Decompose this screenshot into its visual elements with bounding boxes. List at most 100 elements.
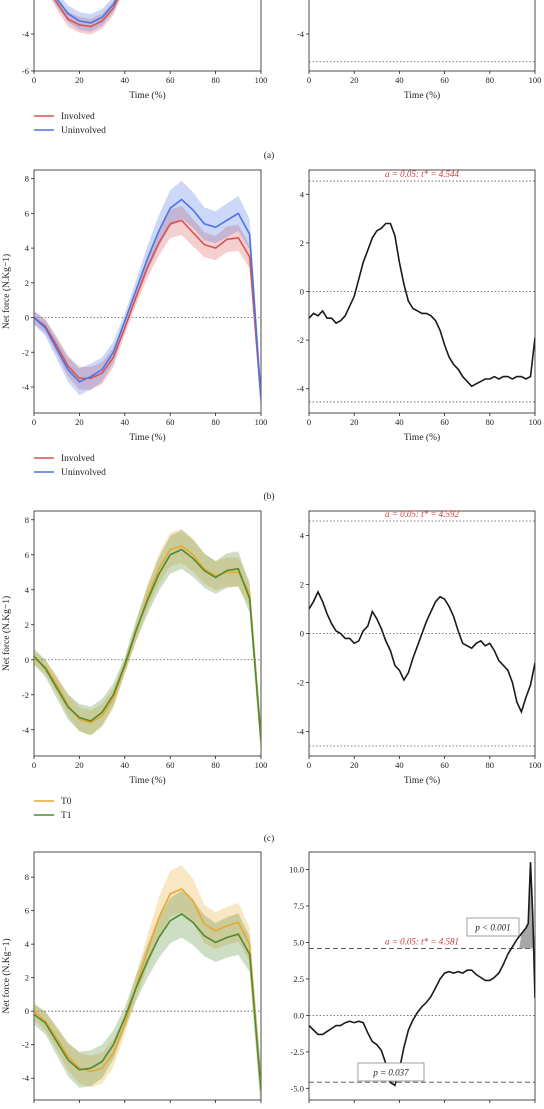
c-right-xlabel: Time (%) xyxy=(404,775,440,786)
c-left-series-t1 xyxy=(34,548,261,741)
c-right-ytick-label: 4 xyxy=(300,531,305,541)
b-left-ytick-label: 2 xyxy=(25,278,29,288)
c-left-xtick-label: 20 xyxy=(75,760,84,770)
b-left-legend-entry: Uninvolved xyxy=(34,468,106,478)
b-left-xtick-label: 60 xyxy=(166,417,175,427)
b-left-ytick-label: -4 xyxy=(22,382,30,392)
a-left-ytick-label: -4 xyxy=(22,29,30,39)
c-left-plot xyxy=(34,528,261,756)
b-left-ytick-label: 0 xyxy=(25,313,29,323)
c-left-legend-entry: T1 xyxy=(34,811,72,821)
b-left-ytick-label: -2 xyxy=(22,347,29,357)
b-right-xtick-label: 80 xyxy=(486,417,495,427)
a-left-series-uninvolved xyxy=(56,0,117,24)
caption-b: (b) xyxy=(263,491,274,502)
d-right-p-value-frame xyxy=(357,1062,425,1082)
d-right-plot xyxy=(309,862,535,1087)
b-left-band-involved xyxy=(34,205,261,413)
d-right-p-value-label: p < 0.001 xyxy=(474,923,510,933)
d-right-ytick-label: -5.0 xyxy=(291,1083,304,1093)
c-left-xtick-label: 100 xyxy=(255,760,268,770)
a-left-frame xyxy=(33,0,262,72)
c-right-spm-curve xyxy=(309,590,535,715)
a-left-series-involved xyxy=(54,0,119,28)
c-right-ytick-label: 2 xyxy=(300,580,304,590)
c-left-legend-label: T0 xyxy=(61,797,72,807)
a-left-ytick-label: -6 xyxy=(22,66,29,76)
b-left-band-uninvolved xyxy=(34,180,261,413)
a-left-xtick-label: 20 xyxy=(75,75,84,85)
c-left-xlabel: Time (%) xyxy=(129,775,165,786)
d-right-axes: p < 0.001 p = 0.037 xyxy=(306,851,536,1103)
d-right-ytick-label: 7.5 xyxy=(293,901,304,911)
b-right-ytick-label: 0 xyxy=(300,287,304,297)
b-right-xtick-label: 0 xyxy=(307,417,311,427)
a-left-band-involved xyxy=(51,0,121,35)
d-left-axes xyxy=(31,851,262,1103)
c-right-xtick-label: 0 xyxy=(307,760,311,770)
c-right-xtick-label: 80 xyxy=(486,760,495,770)
b-right-threshold-label: a = 0.05: t* = 4.544 xyxy=(385,169,459,179)
d-left-plot xyxy=(34,865,261,1100)
c-right-xtick-label: 40 xyxy=(395,760,404,770)
a-left-legend-entry: Uninvolved xyxy=(34,126,106,136)
caption-c: (c) xyxy=(264,833,275,844)
c-left-ytick-label: 2 xyxy=(25,620,29,630)
b-left-ytick-label: 8 xyxy=(25,174,29,184)
a-left-band-uninvolved xyxy=(52,0,119,32)
a-right-xtick-label: 100 xyxy=(529,75,542,85)
a-right-ytick-label: -4 xyxy=(297,29,305,39)
a-right-frame xyxy=(308,0,536,72)
d-left-series-0 xyxy=(34,887,261,1090)
b-left-legend-label: Uninvolved xyxy=(61,468,106,478)
caption-a: (a) xyxy=(264,150,275,161)
c-left-ytick-label: 4 xyxy=(25,585,30,595)
b-left-xtick-label: 20 xyxy=(75,417,84,427)
b-right-ytick-label: 2 xyxy=(300,238,304,248)
a-right-xtick-label: 40 xyxy=(395,75,404,85)
d-left-ytick-label: 8 xyxy=(25,872,29,882)
a-left-plot xyxy=(51,0,121,35)
b-right-xtick-label: 100 xyxy=(529,417,542,427)
b-left-axes: Involved Uninvolved xyxy=(31,169,262,478)
d-right-p-value-box: p = 0.037 xyxy=(357,1062,425,1082)
b-right-xtick-label: 60 xyxy=(440,417,449,427)
c-left-band-t1 xyxy=(34,530,261,756)
d-right-p-value-box: p < 0.001 xyxy=(466,917,520,937)
c-left-xtick-label: 60 xyxy=(166,760,175,770)
a-left-xlabel: Time (%) xyxy=(129,90,165,101)
c-right-plot xyxy=(309,520,535,747)
c-left-ylabel: Net force (N.Kg−1) xyxy=(1,596,12,671)
c-left-xtick-label: 40 xyxy=(121,760,130,770)
a-right-xtick-label: 60 xyxy=(440,75,449,85)
d-left-series-1 xyxy=(34,913,261,1090)
b-left-ytick-label: 4 xyxy=(25,243,30,253)
a-left-axes: Involved Uninvolved xyxy=(31,0,262,136)
c-left-axes: T0 T1 xyxy=(31,510,262,821)
b-right-ytick-label: -4 xyxy=(297,384,305,394)
d-right-ytick-label: 2.5 xyxy=(293,974,304,984)
c-left-ytick-label: 8 xyxy=(25,515,29,525)
d-right-spm-curve xyxy=(309,862,535,1087)
b-left-series-involved xyxy=(34,219,261,400)
a-left-xtick-label: 40 xyxy=(121,75,130,85)
b-right-xlabel: Time (%) xyxy=(404,432,440,443)
a-left-legend-label: Uninvolved xyxy=(61,126,106,136)
b-left-legend-entry: Involved xyxy=(34,454,95,464)
c-left-ytick-label: -2 xyxy=(22,690,29,700)
b-right-axes xyxy=(306,169,536,416)
b-left-xtick-label: 0 xyxy=(32,417,36,427)
d-right-ytick-label: -2.5 xyxy=(291,1047,304,1057)
d-right-threshold-label: a = 0.05: t* = 4.581 xyxy=(385,937,459,947)
c-right-threshold-label: a = 0.05: t* = 4.592 xyxy=(385,509,459,519)
d-left-ytick-label: 4 xyxy=(25,939,30,949)
a-right-xtick-label: 20 xyxy=(350,75,359,85)
a-left-xtick-label: 0 xyxy=(32,75,36,85)
d-left-ylabel: Net force (N.Kg−1) xyxy=(1,938,12,1013)
a-right-xtick-label: 80 xyxy=(486,75,495,85)
a-right-plot xyxy=(309,61,535,63)
a-right-xtick-label: 0 xyxy=(307,75,311,85)
b-right-ytick-label: 4 xyxy=(300,189,305,199)
c-right-axes xyxy=(306,510,536,759)
